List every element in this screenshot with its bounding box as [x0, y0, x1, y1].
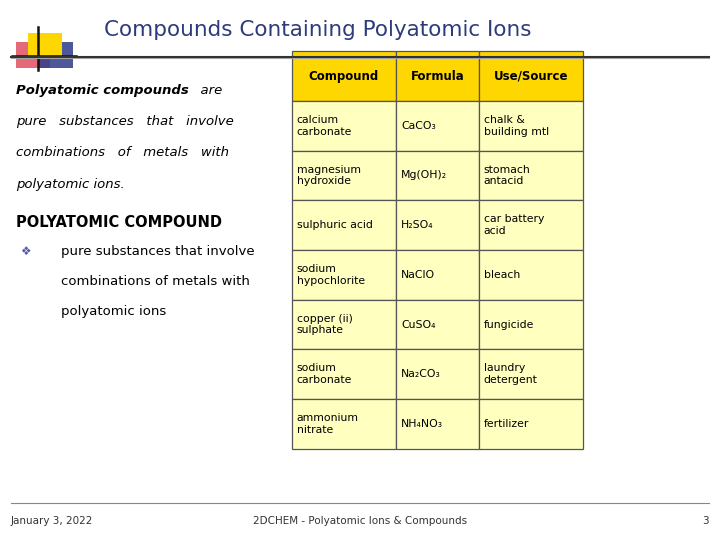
Text: CaCO₃: CaCO₃ [401, 121, 436, 131]
Bar [479, 250, 583, 300]
Bar [292, 101, 396, 151]
Text: sodium
carbonate: sodium carbonate [297, 363, 352, 385]
Text: ammonium
nitrate: ammonium nitrate [297, 413, 359, 435]
Bar [292, 399, 396, 449]
Text: magnesium
hydroxide: magnesium hydroxide [297, 165, 361, 186]
Bar [292, 250, 396, 300]
Text: Polyatomic compounds: Polyatomic compounds [16, 84, 189, 97]
Text: Na₂CO₃: Na₂CO₃ [401, 369, 441, 379]
Text: pure   substances   that   involve: pure substances that involve [16, 115, 233, 128]
Text: stomach
antacid: stomach antacid [484, 165, 531, 186]
Text: are: are [192, 84, 222, 97]
Bar [292, 51, 396, 101]
Text: combinations of metals with: combinations of metals with [61, 275, 250, 288]
Text: Mg(OH)₂: Mg(OH)₂ [401, 171, 447, 180]
Bar [396, 300, 479, 349]
Text: Use/Source: Use/Source [494, 70, 568, 83]
Text: NaClO: NaClO [401, 270, 435, 280]
Bar [396, 399, 479, 449]
Text: copper (ii)
sulphate: copper (ii) sulphate [297, 314, 353, 335]
Text: 2DCHEM - Polyatomic Ions & Compounds: 2DCHEM - Polyatomic Ions & Compounds [253, 516, 467, 526]
Text: ❖: ❖ [20, 245, 31, 258]
Bar [396, 349, 479, 399]
Text: combinations   of   metals   with: combinations of metals with [16, 146, 229, 159]
Bar [38, 42, 73, 68]
Text: NH₄NO₃: NH₄NO₃ [401, 419, 443, 429]
Bar [479, 101, 583, 151]
Bar [28, 32, 63, 58]
Text: polyatomic ions: polyatomic ions [61, 305, 166, 318]
Bar [292, 349, 396, 399]
Text: fungicide: fungicide [484, 320, 534, 329]
Bar [479, 399, 583, 449]
Bar [292, 151, 396, 200]
Bar [396, 151, 479, 200]
Bar [479, 151, 583, 200]
Text: pure substances that involve: pure substances that involve [61, 245, 255, 258]
Bar [396, 200, 479, 250]
Bar [396, 250, 479, 300]
Text: fertilizer: fertilizer [484, 419, 529, 429]
Bar [396, 51, 479, 101]
Text: H₂SO₄: H₂SO₄ [401, 220, 433, 230]
Text: Compounds Containing Polyatomic Ions: Compounds Containing Polyatomic Ions [104, 19, 532, 40]
Text: polyatomic ions.: polyatomic ions. [16, 178, 125, 191]
Text: bleach: bleach [484, 270, 520, 280]
Bar [479, 349, 583, 399]
Text: January 3, 2022: January 3, 2022 [11, 516, 93, 526]
Text: 3: 3 [703, 516, 709, 526]
Bar [479, 51, 583, 101]
Bar [479, 300, 583, 349]
Bar [16, 42, 50, 68]
Text: chalk &
building mtl: chalk & building mtl [484, 115, 549, 137]
Text: CuSO₄: CuSO₄ [401, 320, 436, 329]
Text: laundry
detergent: laundry detergent [484, 363, 538, 385]
Bar [479, 200, 583, 250]
Text: Formula: Formula [410, 70, 464, 83]
Text: sulphuric acid: sulphuric acid [297, 220, 372, 230]
Bar [292, 200, 396, 250]
Text: POLYATOMIC COMPOUND: POLYATOMIC COMPOUND [16, 215, 222, 230]
Text: Compound: Compound [309, 70, 379, 83]
Bar [396, 101, 479, 151]
Text: calcium
carbonate: calcium carbonate [297, 115, 352, 137]
Text: car battery
acid: car battery acid [484, 214, 544, 236]
Bar [292, 300, 396, 349]
Text: sodium
hypochlorite: sodium hypochlorite [297, 264, 365, 286]
